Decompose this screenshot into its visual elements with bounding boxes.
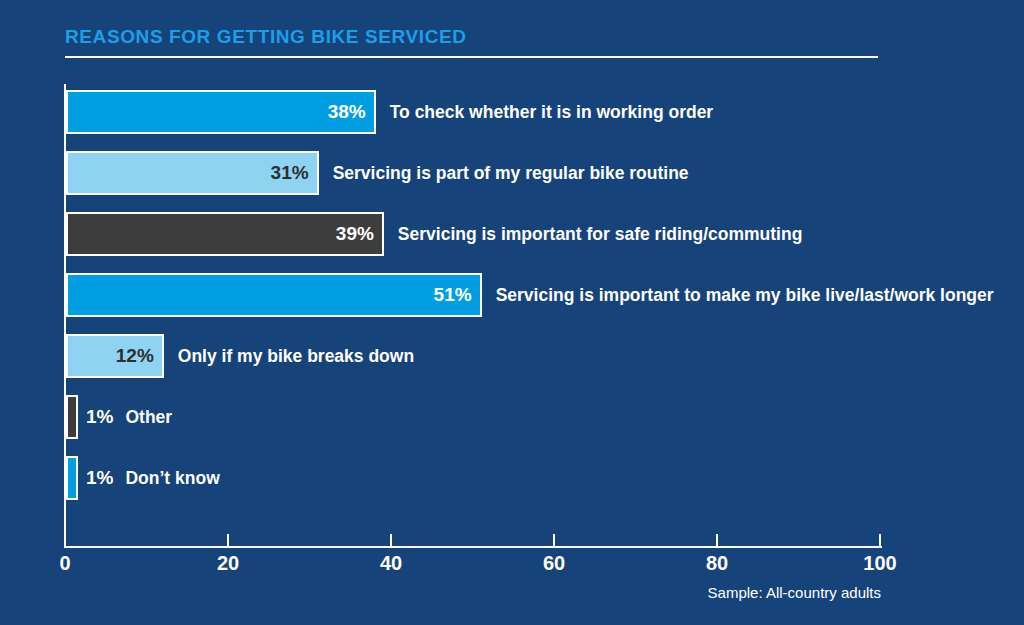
bar-chart: 38% To check whether it is in working ord… [0, 0, 1024, 625]
x-tick-label: 20 [217, 552, 239, 575]
bar-category-label: Only if my bike breaks down [178, 346, 414, 367]
bar: 31% [66, 151, 319, 195]
sample-footnote: Sample: All-country adults [65, 584, 881, 601]
bar-row: 39% Servicing is important for safe ridin… [66, 212, 994, 256]
x-tick-label: 100 [863, 552, 896, 575]
x-tick-mark [716, 534, 718, 546]
bar: 51% [66, 273, 482, 317]
bar-category-label: Servicing is important to make my bike l… [496, 285, 994, 306]
bar-value-label: 38% [328, 101, 366, 123]
x-tick-label: 60 [543, 552, 565, 575]
bar-row: 1% Don’t know [66, 456, 994, 500]
bar-category-label: Servicing is important for safe riding/c… [398, 224, 803, 245]
bar-value-label: 1% [86, 406, 113, 428]
bar-value-label: 12% [116, 345, 154, 367]
x-tick-mark [390, 534, 392, 546]
bar-value-label: 51% [434, 284, 472, 306]
bar-category-label: Servicing is part of my regular bike rou… [333, 163, 689, 184]
bar-row: 1% Other [66, 395, 994, 439]
x-axis-line [64, 546, 882, 548]
bar-value-label: 1% [86, 467, 113, 489]
bar-value-label: 31% [271, 162, 309, 184]
bar-row: 51% Servicing is important to make my bik… [66, 273, 994, 317]
x-tick-label: 80 [706, 552, 728, 575]
bar-value-label: 39% [336, 223, 374, 245]
bar-category-label: Other [125, 407, 172, 428]
bar: 39% [66, 212, 384, 256]
bike-service-chart-page: REASONS FOR GETTING BIKE SERVICED 38%To … [0, 0, 1024, 625]
bar: 12% [66, 334, 164, 378]
x-tick-mark [553, 534, 555, 546]
x-tick-label: 0 [59, 552, 70, 575]
bar-category-label: To check whether it is in working order [390, 102, 714, 123]
bar [66, 395, 78, 439]
x-tick-label: 40 [380, 552, 402, 575]
bar-row: 31% Servicing is part of my regular bike … [66, 151, 994, 195]
bar: 38% [66, 90, 376, 134]
bar-category-label: Don’t know [125, 468, 219, 489]
bar-row: 12% Only if my bike breaks down [66, 334, 994, 378]
bars-container: 38% To check whether it is in working ord… [66, 90, 994, 517]
bar [66, 456, 78, 500]
x-tick-mark [879, 534, 881, 546]
x-tick-mark [227, 534, 229, 546]
bar-row: 38% To check whether it is in working ord… [66, 90, 994, 134]
